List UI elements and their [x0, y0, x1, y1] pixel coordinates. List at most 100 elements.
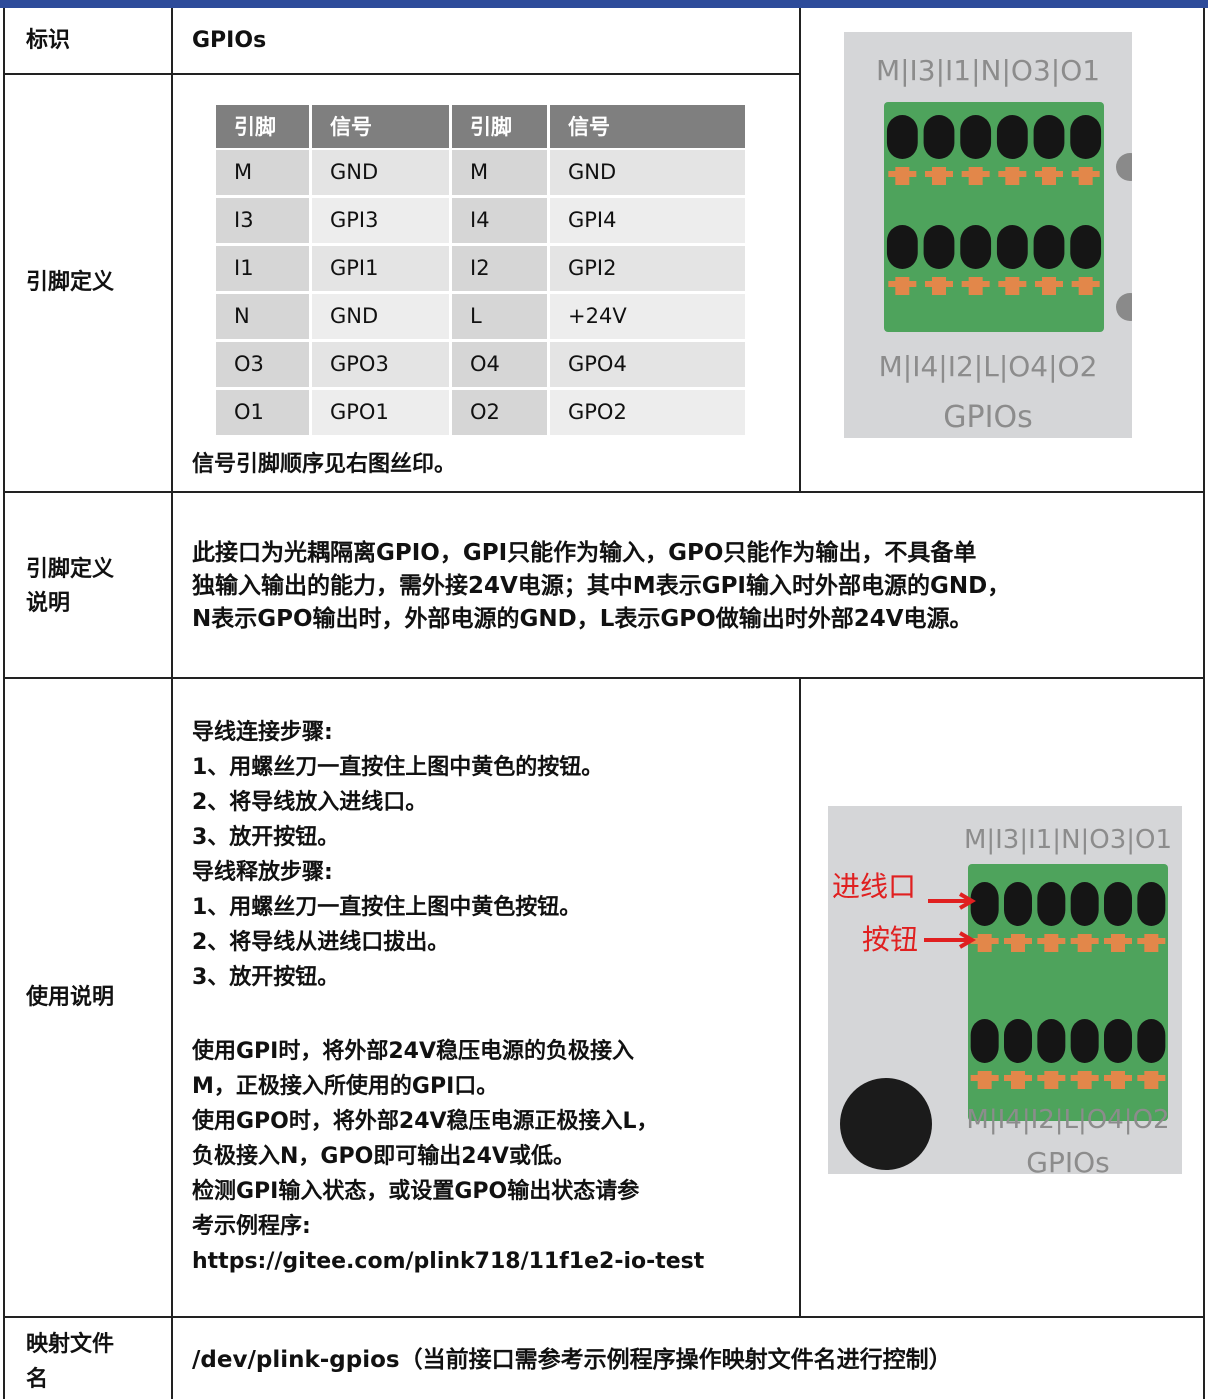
table-cell: I4	[452, 198, 547, 243]
wire-hole	[923, 225, 955, 269]
usage-line: 1、用螺丝刀一直按住上图中黄色的按钮。	[192, 755, 604, 780]
push-button	[1137, 1075, 1166, 1081]
table-cell: GPI3	[312, 198, 449, 243]
wire-hole	[1070, 115, 1102, 159]
silk-caption: GPIOs	[1026, 1146, 1109, 1174]
push-button	[961, 281, 990, 287]
description-line: 独输入输出的能力，需外接24V电源；其中M表示GPI输入时外部电源的GND，	[192, 573, 1011, 599]
table-cell: I2	[452, 246, 547, 291]
table-cell: N	[216, 294, 309, 339]
wire-hole	[1104, 1019, 1132, 1063]
row-label: 引脚定义	[26, 270, 115, 295]
wire-hole	[886, 225, 918, 269]
row-value: GPIOs	[192, 28, 267, 53]
push-button	[1037, 938, 1066, 944]
table-cell: GPI2	[550, 246, 745, 291]
push-button	[1104, 938, 1132, 944]
table-cell: O3	[216, 342, 309, 387]
table-cell: M	[452, 150, 547, 195]
table-header-cell: 引脚	[452, 105, 547, 148]
wire-hole	[996, 115, 1028, 159]
push-button	[925, 171, 953, 177]
table-cell: GPO2	[550, 390, 745, 435]
table-header-cell: 信号	[312, 105, 449, 148]
table-cell: O2	[452, 390, 547, 435]
wire-hole	[1004, 1019, 1032, 1063]
terminal-block	[884, 102, 1104, 332]
push-button	[1071, 171, 1100, 177]
push-button	[998, 281, 1027, 287]
note: 信号引脚顺序见右图丝印。	[192, 452, 457, 477]
usage-line: 2、将导线放入进线口。	[192, 790, 428, 815]
usage-line: M，正极接入所使用的GPI口。	[192, 1074, 499, 1099]
border-line	[3, 73, 801, 75]
silk-caption: GPIOs	[943, 400, 1032, 435]
usage-line: 检测GPI输入状态，或设置GPO输出状态请参	[192, 1179, 640, 1204]
push-button	[1004, 1075, 1032, 1081]
push-button	[970, 938, 999, 944]
border-line	[799, 678, 801, 1317]
wire-hole	[1037, 1019, 1066, 1063]
border-line	[171, 8, 173, 1399]
push-button	[1035, 281, 1063, 287]
table-cell: GND	[312, 294, 449, 339]
push-button	[1035, 171, 1063, 177]
usage-line: 3、放开按钮。	[192, 825, 340, 850]
table-cell: GPO4	[550, 342, 745, 387]
wire-hole	[970, 1019, 999, 1063]
connector-photo: M|I3|I1|N|O3|O1 M|I4|I2|L|O4|O2 GPIOs	[844, 32, 1132, 438]
row-label: 引脚定义	[26, 557, 115, 582]
table-cell: M	[216, 150, 309, 195]
table-header-cell: 信号	[550, 105, 745, 148]
border-line	[3, 1316, 1205, 1318]
push-button	[1004, 938, 1032, 944]
row-label: 使用说明	[26, 985, 115, 1010]
usage-line: 使用GPO时，将外部24V稳压电源正极接入L，	[192, 1109, 659, 1134]
table-cell: L	[452, 294, 547, 339]
push-button	[998, 171, 1027, 177]
wire-hole	[1033, 225, 1065, 269]
table-cell: O1	[216, 390, 309, 435]
border-line	[3, 8, 5, 1399]
wire-hole	[1070, 225, 1102, 269]
table-cell: +24V	[550, 294, 745, 339]
push-button	[1070, 1075, 1099, 1081]
push-button	[961, 171, 990, 177]
wire-hole	[1037, 882, 1066, 926]
description-line: N表示GPO输出时，外部电源的GND，L表示GPO做输出时外部24V电源。	[192, 606, 973, 632]
wire-hole	[1137, 882, 1166, 926]
callout-arrow	[924, 931, 976, 949]
screw	[1116, 293, 1132, 321]
callout: 按钮	[862, 923, 918, 956]
usage-line: https://gitee.com/plink718/11f1e2-io-tes…	[192, 1249, 705, 1274]
table-cell: GPO1	[312, 390, 449, 435]
usage-line: 使用GPI时，将外部24V稳压电源的负极接入	[192, 1039, 635, 1064]
wire-hole	[996, 225, 1028, 269]
push-button	[925, 281, 953, 287]
table-cell: I1	[216, 246, 309, 291]
table-cell: GND	[550, 150, 745, 195]
push-button	[1137, 938, 1166, 944]
wire-hole	[960, 115, 992, 159]
wire-hole	[1033, 115, 1065, 159]
wire-hole	[923, 115, 955, 159]
mapping-value: /dev/plink-gpios（当前接口需参考示例程序操作映射文件名进行控制）	[192, 1347, 952, 1373]
usage-line: 3、放开按钮。	[192, 965, 340, 990]
border-line	[1203, 8, 1205, 1399]
usage-line: 2、将导线从进线口拔出。	[192, 930, 450, 955]
usage-line: 导线连接步骤:	[192, 720, 333, 745]
usage-line: 1、用螺丝刀一直按住上图中黄色按钮。	[192, 895, 582, 920]
callout: 进线口	[832, 870, 916, 903]
description-line: 此接口为光耦隔离GPIO，GPI只能作为输入，GPO只能作为输出，不具备单	[192, 540, 977, 566]
push-button	[1104, 1075, 1132, 1081]
wire-hole	[1137, 1019, 1166, 1063]
row-label: 说明	[26, 591, 71, 616]
push-button	[888, 171, 917, 177]
usage-line: 导线释放步骤:	[192, 860, 333, 885]
border-line	[3, 677, 1205, 679]
wire-hole	[886, 115, 918, 159]
round-button	[840, 1078, 932, 1170]
screw	[1116, 153, 1132, 181]
